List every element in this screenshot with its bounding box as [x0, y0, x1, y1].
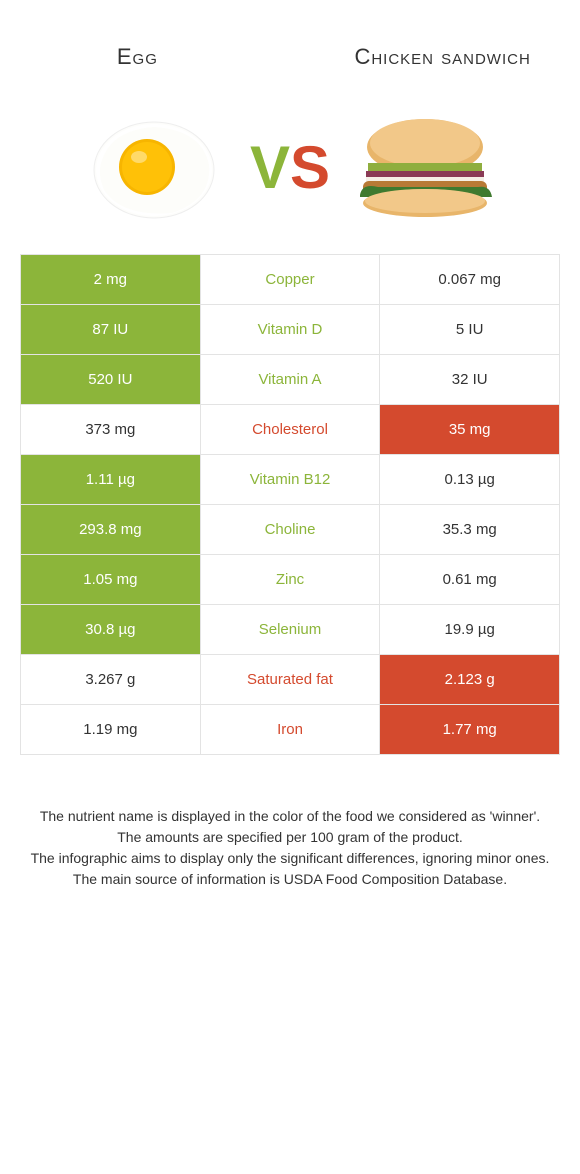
- right-value-cell: 19.9 µg: [380, 605, 559, 654]
- right-value-cell: 5 IU: [380, 305, 559, 354]
- right-value-cell: 32 IU: [380, 355, 559, 404]
- left-value-cell: 30.8 µg: [21, 605, 201, 654]
- table-row: 1.19 mgIron1.77 mg: [21, 704, 559, 754]
- right-value-cell: 35 mg: [380, 405, 559, 454]
- vs-row: VS: [0, 95, 580, 254]
- table-row: 87 IUVitamin D5 IU: [21, 304, 559, 354]
- right-value-cell: 0.13 µg: [380, 455, 559, 504]
- left-value-cell: 293.8 mg: [21, 505, 201, 554]
- nutrient-name-cell: Cholesterol: [201, 405, 381, 454]
- vs-s-letter: S: [290, 138, 330, 198]
- nutrient-name-cell: Saturated fat: [201, 655, 381, 704]
- left-value-cell: 1.19 mg: [21, 705, 201, 754]
- footnote-line: The infographic aims to display only the…: [20, 849, 560, 868]
- nutrient-name-cell: Copper: [201, 255, 381, 304]
- table-row: 1.05 mgZinc0.61 mg: [21, 554, 559, 604]
- left-value-cell: 373 mg: [21, 405, 201, 454]
- header-titles: Egg Chicken sandwich: [0, 0, 580, 95]
- right-value-cell: 35.3 mg: [380, 505, 559, 554]
- nutrient-name-cell: Choline: [201, 505, 381, 554]
- left-value-cell: 87 IU: [21, 305, 201, 354]
- right-value-cell: 0.067 mg: [380, 255, 559, 304]
- nutrient-name-cell: Vitamin A: [201, 355, 381, 404]
- footnote-line: The nutrient name is displayed in the co…: [20, 807, 560, 826]
- chicken-sandwich-image: [348, 105, 503, 230]
- table-row: 373 mgCholesterol35 mg: [21, 404, 559, 454]
- vs-label: VS: [250, 138, 330, 198]
- left-value-cell: 1.05 mg: [21, 555, 201, 604]
- left-value-cell: 3.267 g: [21, 655, 201, 704]
- footnotes: The nutrient name is displayed in the co…: [20, 807, 560, 891]
- nutrient-table: 2 mgCopper0.067 mg87 IUVitamin D5 IU520 …: [20, 254, 560, 755]
- table-row: 520 IUVitamin A32 IU: [21, 354, 559, 404]
- table-row: 1.11 µgVitamin B120.13 µg: [21, 454, 559, 504]
- table-row: 30.8 µgSelenium19.9 µg: [21, 604, 559, 654]
- table-row: 293.8 mgCholine35.3 mg: [21, 504, 559, 554]
- nutrient-name-cell: Vitamin D: [201, 305, 381, 354]
- vs-v-letter: V: [250, 138, 290, 198]
- left-value-cell: 1.11 µg: [21, 455, 201, 504]
- right-value-cell: 0.61 mg: [380, 555, 559, 604]
- right-value-cell: 1.77 mg: [380, 705, 559, 754]
- footnote-line: The amounts are specified per 100 gram o…: [20, 828, 560, 847]
- left-value-cell: 520 IU: [21, 355, 201, 404]
- nutrient-name-cell: Selenium: [201, 605, 381, 654]
- left-value-cell: 2 mg: [21, 255, 201, 304]
- footnote-line: The main source of information is USDA F…: [20, 870, 560, 889]
- right-value-cell: 2.123 g: [380, 655, 559, 704]
- left-food-title: Egg: [20, 44, 255, 69]
- table-row: 2 mgCopper0.067 mg: [21, 254, 559, 304]
- nutrient-name-cell: Vitamin B12: [201, 455, 381, 504]
- egg-image: [77, 105, 232, 230]
- right-food-title: Chicken sandwich: [325, 44, 560, 69]
- table-row: 3.267 gSaturated fat2.123 g: [21, 654, 559, 704]
- nutrient-name-cell: Iron: [201, 705, 381, 754]
- nutrient-name-cell: Zinc: [201, 555, 381, 604]
